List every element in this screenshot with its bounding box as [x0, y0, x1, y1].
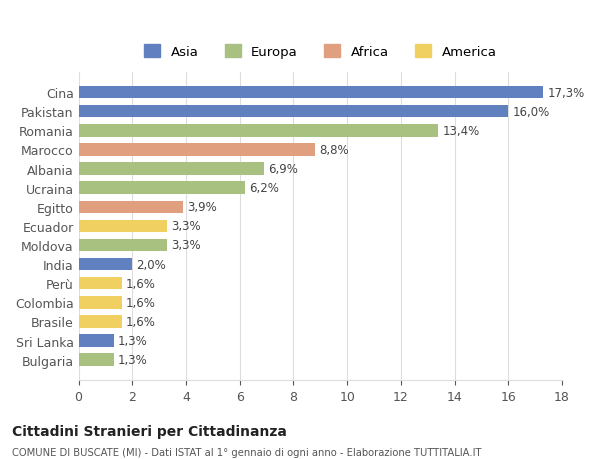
Bar [79, 220, 167, 233]
Text: 6,2%: 6,2% [249, 182, 279, 195]
Bar [79, 335, 113, 347]
Bar [79, 125, 439, 137]
Text: 8,8%: 8,8% [319, 144, 349, 157]
Text: 1,3%: 1,3% [118, 334, 147, 347]
Bar [79, 144, 315, 156]
Bar [79, 354, 113, 366]
Bar [79, 297, 122, 309]
Text: 3,3%: 3,3% [171, 239, 201, 252]
Bar [79, 87, 543, 99]
Bar [79, 182, 245, 195]
Text: Cittadini Stranieri per Cittadinanza: Cittadini Stranieri per Cittadinanza [12, 425, 287, 438]
Bar [79, 258, 133, 271]
Text: 2,0%: 2,0% [136, 258, 166, 271]
Text: 1,6%: 1,6% [125, 315, 155, 328]
Bar [79, 106, 508, 118]
Bar [79, 201, 184, 213]
Text: COMUNE DI BUSCATE (MI) - Dati ISTAT al 1° gennaio di ogni anno - Elaborazione TU: COMUNE DI BUSCATE (MI) - Dati ISTAT al 1… [12, 447, 482, 457]
Bar [79, 277, 122, 290]
Bar [79, 315, 122, 328]
Text: 1,6%: 1,6% [125, 277, 155, 290]
Text: 16,0%: 16,0% [512, 106, 550, 118]
Bar [79, 239, 167, 252]
Text: 3,9%: 3,9% [187, 201, 217, 214]
Text: 1,6%: 1,6% [125, 296, 155, 309]
Legend: Asia, Europa, Africa, America: Asia, Europa, Africa, America [139, 39, 502, 64]
Text: 17,3%: 17,3% [547, 86, 584, 99]
Text: 6,9%: 6,9% [268, 162, 298, 176]
Text: 13,4%: 13,4% [442, 124, 480, 138]
Text: 1,3%: 1,3% [118, 353, 147, 366]
Text: 3,3%: 3,3% [171, 220, 201, 233]
Bar [79, 163, 264, 175]
